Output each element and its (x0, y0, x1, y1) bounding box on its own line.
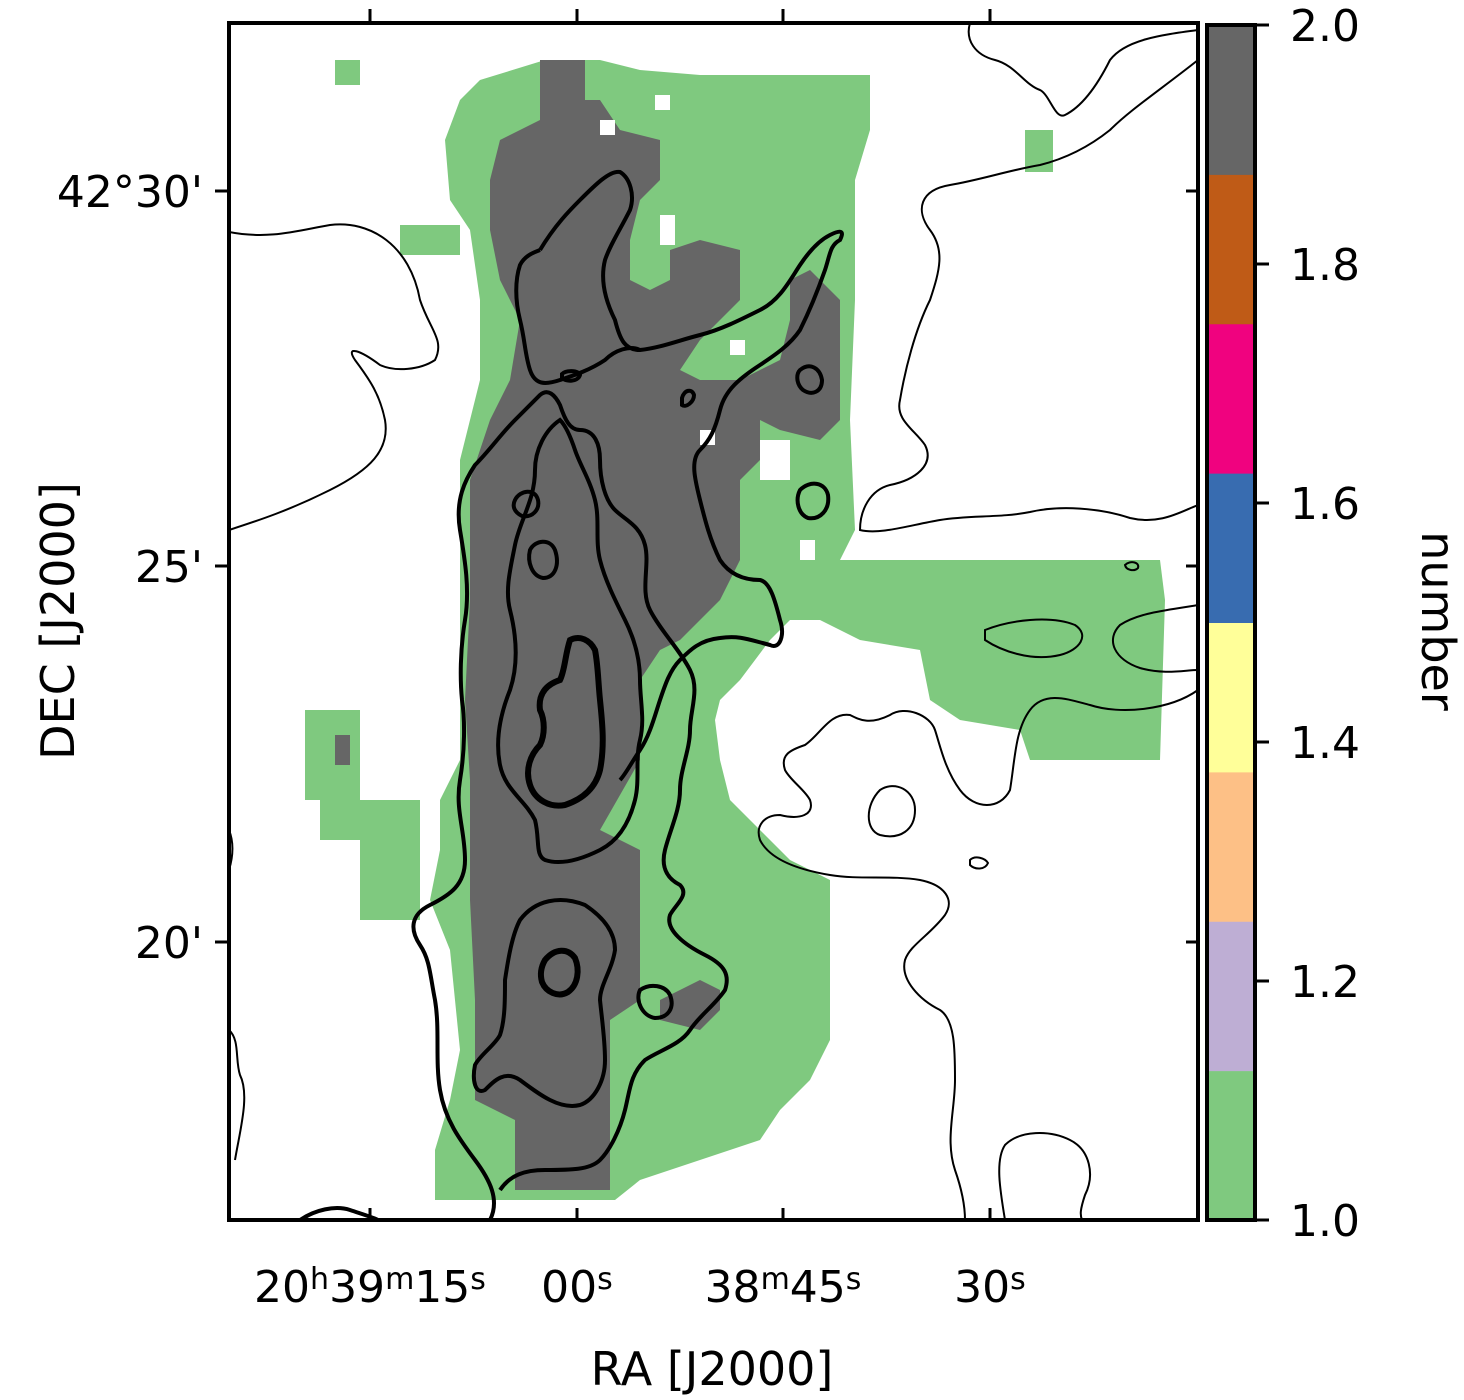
colorbar-label: number (1411, 531, 1464, 711)
contour-thin (757, 689, 1198, 1220)
contour-medium (411, 390, 729, 1220)
colorbar-tick-label: 2.0 (1290, 1, 1360, 52)
colorbar-tick-label: 1.8 (1290, 240, 1360, 291)
colorbar-segment (1207, 771, 1255, 922)
colorbar-frame (1205, 23, 1257, 1222)
colorbar-segment (1207, 921, 1255, 1072)
x-tick-label: 00s (541, 1262, 613, 1313)
contour-medium (471, 898, 618, 1108)
contour-thick (538, 947, 581, 998)
axis-ticks (215, 9, 1198, 1220)
x-tick-label: 20h39m15s (254, 1262, 486, 1313)
colorbar-segment (1207, 473, 1255, 623)
contour-thin (967, 23, 1198, 117)
value-2-region (335, 60, 840, 1190)
colorbar-tick-label: 1.4 (1290, 718, 1360, 769)
colorbar-tick-label: 1.0 (1290, 1196, 1360, 1247)
contour-medium (298, 1206, 380, 1220)
y-tick-label: 25' (135, 542, 203, 593)
map-panel (227, 21, 1200, 1222)
colorbar-segment (1207, 323, 1255, 474)
contour-thick (525, 635, 606, 809)
contour-medium (636, 983, 674, 1021)
colorbar-segment (1207, 25, 1255, 175)
contours (229, 23, 1198, 1220)
contour-thin (1111, 604, 1198, 673)
map-frame (227, 21, 1200, 1222)
x-tick-label: 30s (954, 1262, 1026, 1313)
colorbar: 1.0 1.2 1.4 1.6 1.8 2.0 (1205, 1, 1360, 1247)
x-axis-label: RA [J2000] (591, 1342, 834, 1396)
axis-labels: 20h39m15s 00s 38m45s 30s 42°30' 25' 20' (57, 167, 1026, 1313)
contour-thin (858, 59, 1198, 533)
contour-medium (514, 248, 641, 385)
contour-thin (229, 223, 440, 531)
contour-medium (560, 369, 583, 383)
y-axis-label: DEC [J2000] (31, 482, 85, 760)
contour-thin (998, 1132, 1091, 1220)
contour-medium (795, 364, 825, 395)
colorbar-segment (1207, 622, 1255, 773)
y-tick-label: 42°30' (57, 167, 203, 218)
contour-medium (795, 481, 831, 521)
contour-thin (969, 856, 990, 870)
contour-thin (1123, 561, 1140, 572)
contour-medium (511, 489, 541, 519)
x-tick-label: 38m45s (705, 1262, 862, 1313)
colorbar-segment (1207, 1070, 1255, 1221)
contour-medium (680, 388, 697, 408)
contour-medium (527, 539, 559, 581)
colorbar-tick-label: 1.6 (1290, 479, 1360, 530)
contour-medium (496, 417, 645, 864)
pixel-noise (600, 95, 920, 750)
colorbar-segment (1207, 174, 1255, 325)
contour-medium (538, 169, 844, 782)
colorbar-tick-label: 1.2 (1290, 957, 1360, 1008)
contour-thin (867, 785, 917, 838)
contour-thin (984, 618, 1084, 659)
contour-thin (229, 1029, 246, 1161)
y-tick-label: 20' (135, 918, 203, 969)
